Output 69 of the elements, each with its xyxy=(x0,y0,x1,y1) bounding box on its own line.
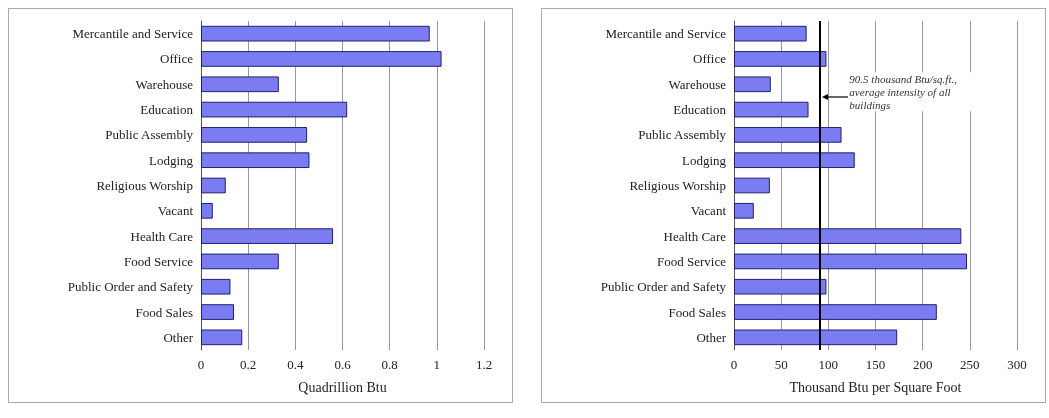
bar xyxy=(201,278,231,295)
x-tick-label: 0 xyxy=(197,357,205,372)
bar xyxy=(201,177,226,194)
y-tick-label: Education xyxy=(140,102,194,118)
x-tick-label: 1 xyxy=(433,357,441,372)
y-tick-label: Health Care xyxy=(130,228,194,244)
bar xyxy=(201,304,235,320)
bar xyxy=(734,152,855,169)
y-tick-label: Office xyxy=(693,51,727,67)
bar xyxy=(734,228,962,244)
bar xyxy=(201,127,308,143)
bar xyxy=(734,202,754,219)
y-tick-label: Food Service xyxy=(124,253,194,269)
bar xyxy=(734,177,770,194)
y-tick-label: Warehouse xyxy=(135,76,194,92)
bar xyxy=(734,51,827,67)
y-tick-label: Food Service xyxy=(657,253,727,269)
x-tick-label: 0.6 xyxy=(334,357,352,372)
x-tick-label: 250 xyxy=(960,357,980,372)
y-tick-label: Food Sales xyxy=(135,304,193,320)
bar xyxy=(201,329,243,346)
x-tick-label: 0.2 xyxy=(240,357,257,372)
bar xyxy=(201,253,279,270)
y-tick-label: Office xyxy=(160,51,194,67)
bar xyxy=(201,228,334,244)
bar xyxy=(734,101,809,118)
bar xyxy=(201,51,442,67)
y-tick-label: Vacant xyxy=(157,203,194,219)
bar xyxy=(734,304,937,320)
x-tick-label: 150 xyxy=(865,357,886,372)
y-tick-label: Mercantile and Service xyxy=(605,26,727,42)
y-tick-label: Other xyxy=(696,329,727,345)
bar xyxy=(201,202,213,219)
bar xyxy=(201,152,310,169)
bar xyxy=(201,25,430,42)
y-tick-label: Health Care xyxy=(663,228,727,244)
y-tick-label: Public Assembly xyxy=(638,127,727,143)
bar xyxy=(201,101,348,118)
bar xyxy=(201,76,279,93)
y-tick-label: Vacant xyxy=(690,203,727,219)
bar xyxy=(734,25,807,42)
x-tick-label: 0.8 xyxy=(381,357,398,372)
x-tick-label: 0 xyxy=(730,357,738,372)
y-tick-label: Lodging xyxy=(148,152,194,168)
ref-line-label: 90.5 thousand Btu/sq.ft., average intensity of all buildings xyxy=(849,72,960,111)
x-tick-label: 50 xyxy=(774,357,788,372)
y-tick-label: Lodging xyxy=(681,152,727,168)
bar xyxy=(734,76,771,93)
y-tick-label: Religious Worship xyxy=(96,178,193,193)
x-axis-title: Thousand Btu per Square Foot xyxy=(789,379,962,395)
y-tick-label: Public Order and Safety xyxy=(67,279,194,295)
bar xyxy=(734,278,827,295)
x-tick-label: 200 xyxy=(912,357,933,372)
y-tick-label: Mercantile and Service xyxy=(72,26,194,42)
y-tick-label: Other xyxy=(163,329,194,345)
y-tick-label: Education xyxy=(673,102,727,118)
y-tick-label: Public Order and Safety xyxy=(600,279,727,295)
x-tick-label: 0.4 xyxy=(287,357,304,372)
x-tick-label: 300 xyxy=(1007,357,1027,372)
bar xyxy=(734,127,842,143)
x-tick-label: 100 xyxy=(818,357,839,372)
x-axis-title: Quadrillion Btu xyxy=(298,379,387,395)
y-tick-label: Warehouse xyxy=(668,76,727,92)
y-tick-label: Food Sales xyxy=(668,304,726,320)
bar xyxy=(734,253,967,270)
y-tick-label: Public Assembly xyxy=(105,127,194,143)
x-tick-label: 1.2 xyxy=(475,357,493,372)
y-tick-label: Religious Worship xyxy=(629,178,726,193)
bar xyxy=(734,329,898,346)
